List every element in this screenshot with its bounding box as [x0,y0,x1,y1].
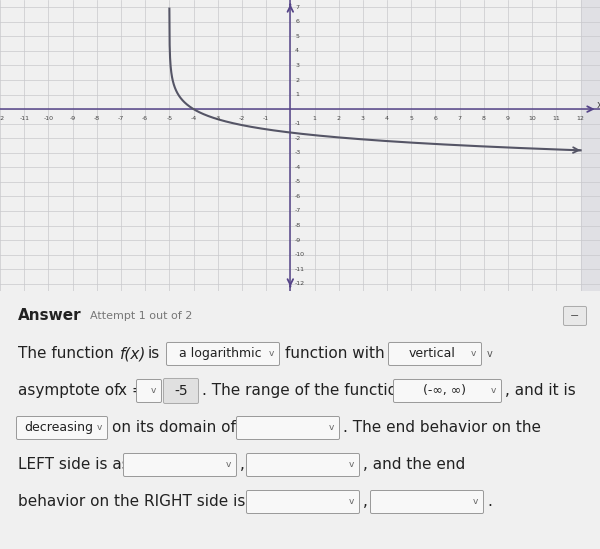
FancyBboxPatch shape [236,417,340,440]
Text: -4: -4 [295,165,301,170]
Text: −: − [571,311,580,321]
Text: 4: 4 [295,48,299,53]
Text: -5: -5 [295,180,301,184]
Text: v: v [349,497,353,507]
Text: v: v [151,386,155,395]
Text: -4: -4 [190,116,197,121]
Text: -7: -7 [118,116,124,121]
Text: 5: 5 [409,116,413,121]
Text: asymptote of: asymptote of [18,384,119,399]
Text: . The range of the function is: . The range of the function is [202,384,424,399]
Text: ,: , [363,495,368,509]
FancyBboxPatch shape [124,453,236,477]
Text: v: v [470,350,476,358]
Text: v: v [97,423,101,433]
FancyBboxPatch shape [137,379,161,402]
Text: 7: 7 [458,116,461,121]
Text: f(x): f(x) [120,346,146,361]
Text: 3: 3 [295,63,299,68]
FancyBboxPatch shape [17,417,107,440]
Text: , and it is: , and it is [505,384,576,399]
Text: -2: -2 [239,116,245,121]
Text: -5: -5 [174,384,188,398]
Text: -11: -11 [19,116,29,121]
Text: Answer: Answer [18,309,82,323]
FancyBboxPatch shape [163,378,199,404]
Text: -12: -12 [0,116,5,121]
Text: v: v [226,461,230,469]
Text: -1: -1 [295,121,301,126]
Text: -8: -8 [295,223,301,228]
Text: -3: -3 [295,150,301,155]
Text: 2: 2 [337,116,341,121]
Text: 7: 7 [295,5,299,10]
Text: v: v [328,423,334,433]
Text: -11: -11 [295,267,305,272]
Text: 4: 4 [385,116,389,121]
FancyBboxPatch shape [247,490,359,513]
Text: x: x [597,100,600,110]
Text: -8: -8 [94,116,100,121]
Text: on its domain of: on its domain of [112,421,236,435]
Text: -10: -10 [295,252,305,257]
Text: .: . [487,495,492,509]
Text: v: v [349,461,353,469]
Text: -10: -10 [43,116,53,121]
Text: -5: -5 [166,116,172,121]
Text: 10: 10 [529,116,536,121]
Text: The function: The function [18,346,114,361]
Text: v: v [268,350,274,358]
Text: v: v [472,497,478,507]
Text: Attempt 1 out of 2: Attempt 1 out of 2 [90,311,193,321]
Text: 11: 11 [553,116,560,121]
Text: 1: 1 [295,92,299,97]
Text: is: is [148,346,160,361]
Text: v: v [490,386,496,395]
Text: -9: -9 [295,238,301,243]
FancyBboxPatch shape [247,453,359,477]
Text: decreasing: decreasing [25,422,94,434]
FancyBboxPatch shape [563,306,587,326]
Text: -9: -9 [70,116,76,121]
Text: 9: 9 [506,116,510,121]
Text: behavior on the RIGHT side is as: behavior on the RIGHT side is as [18,495,268,509]
Text: 8: 8 [482,116,486,121]
Text: -2: -2 [295,136,301,141]
Text: 5: 5 [295,34,299,39]
Text: 3: 3 [361,116,365,121]
Text: -7: -7 [295,209,301,214]
Text: ,: , [240,457,245,473]
Text: -6: -6 [142,116,148,121]
FancyBboxPatch shape [389,343,482,366]
Text: x =: x = [118,384,145,399]
Text: 6: 6 [295,19,299,24]
Text: , and the end: , and the end [363,457,465,473]
Text: 12: 12 [577,116,584,121]
FancyBboxPatch shape [394,379,502,402]
Text: -3: -3 [215,116,221,121]
Text: -1: -1 [263,116,269,121]
Text: vertical: vertical [409,348,455,361]
Text: . The end behavior on the: . The end behavior on the [343,421,541,435]
Text: 1: 1 [313,116,316,121]
Text: v: v [487,349,493,359]
Text: a logarithmic: a logarithmic [179,348,262,361]
Text: 2: 2 [295,77,299,82]
Text: 6: 6 [434,116,437,121]
Text: -6: -6 [295,194,301,199]
FancyBboxPatch shape [371,490,484,513]
Text: LEFT side is as: LEFT side is as [18,457,130,473]
FancyBboxPatch shape [167,343,280,366]
Text: (-∞, ∞): (-∞, ∞) [423,384,466,397]
Text: -12: -12 [295,281,305,286]
Text: function with a: function with a [285,346,399,361]
